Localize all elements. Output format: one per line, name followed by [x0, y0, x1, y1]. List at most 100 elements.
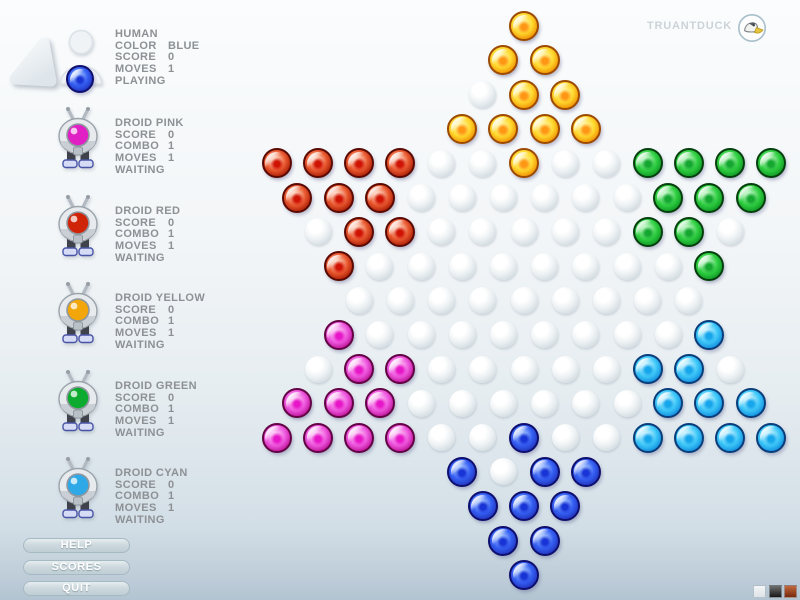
- board-hole[interactable]: [469, 81, 497, 109]
- board-hole[interactable]: [428, 149, 456, 177]
- board-hole[interactable]: [448, 389, 476, 417]
- marble-red[interactable]: [344, 148, 375, 179]
- board-hole[interactable]: [489, 184, 517, 211]
- marble-blue[interactable]: [529, 456, 560, 487]
- marble-pink[interactable]: [323, 388, 354, 419]
- marble-pink[interactable]: [385, 422, 416, 453]
- board-hole[interactable]: [469, 424, 497, 452]
- marble-cyan[interactable]: [735, 388, 766, 419]
- marble-pink[interactable]: [385, 354, 416, 384]
- marble-red[interactable]: [344, 216, 375, 247]
- board-hole[interactable]: [469, 149, 497, 177]
- board-hole[interactable]: [489, 389, 517, 417]
- marble-yellow[interactable]: [447, 113, 478, 144]
- marble-cyan[interactable]: [673, 354, 704, 384]
- board-hole[interactable]: [510, 286, 538, 314]
- board-hole[interactable]: [531, 389, 559, 417]
- marble-blue[interactable]: [509, 559, 539, 590]
- board-hole[interactable]: [469, 355, 497, 383]
- board-hole[interactable]: [407, 184, 435, 211]
- board-hole[interactable]: [345, 286, 373, 314]
- back-arrow-button[interactable]: [5, 33, 65, 91]
- board-hole[interactable]: [304, 355, 332, 383]
- board-hole[interactable]: [469, 286, 497, 314]
- marble-blue[interactable]: [570, 456, 601, 487]
- board-hole[interactable]: [448, 184, 476, 211]
- marble-red[interactable]: [261, 148, 292, 179]
- board-hole[interactable]: [716, 355, 744, 383]
- marble-blue[interactable]: [509, 491, 539, 522]
- marble-green[interactable]: [653, 182, 684, 213]
- marble-green[interactable]: [715, 148, 745, 179]
- board-hole[interactable]: [531, 321, 559, 349]
- board-hole[interactable]: [407, 321, 435, 349]
- marble-cyan[interactable]: [653, 388, 684, 419]
- board-hole[interactable]: [716, 218, 744, 246]
- board-hole[interactable]: [448, 321, 476, 349]
- board-hole[interactable]: [592, 424, 620, 452]
- marble-green[interactable]: [756, 148, 787, 179]
- marble-yellow[interactable]: [488, 45, 519, 76]
- board-hole[interactable]: [592, 218, 620, 246]
- board-hole[interactable]: [572, 389, 600, 417]
- marble-pink[interactable]: [364, 388, 395, 419]
- marble-pink[interactable]: [344, 354, 375, 384]
- board-hole[interactable]: [613, 389, 641, 417]
- marble-cyan[interactable]: [673, 422, 704, 453]
- marble-green[interactable]: [673, 216, 704, 247]
- board-hole[interactable]: [551, 218, 579, 246]
- board-hole[interactable]: [407, 252, 435, 280]
- board-hole[interactable]: [654, 252, 682, 280]
- marble-green[interactable]: [632, 148, 663, 179]
- board-hole[interactable]: [613, 252, 641, 280]
- marble-yellow[interactable]: [509, 79, 539, 110]
- marble-cyan[interactable]: [756, 422, 787, 453]
- marble-yellow[interactable]: [529, 113, 560, 144]
- marble-yellow[interactable]: [550, 79, 581, 110]
- marble-blue[interactable]: [529, 525, 560, 556]
- marble-pink[interactable]: [282, 388, 313, 419]
- board-hole[interactable]: [428, 218, 456, 246]
- board-hole[interactable]: [366, 252, 394, 280]
- board-hole[interactable]: [489, 252, 517, 280]
- marble-green[interactable]: [673, 148, 704, 179]
- marble-green[interactable]: [735, 182, 766, 213]
- board-hole[interactable]: [592, 149, 620, 177]
- marble-red[interactable]: [303, 148, 333, 179]
- board-hole[interactable]: [675, 286, 703, 314]
- marble-pink[interactable]: [344, 422, 375, 453]
- board-hole[interactable]: [304, 218, 332, 246]
- board-hole[interactable]: [551, 424, 579, 452]
- board-hole[interactable]: [654, 321, 682, 349]
- marble-yellow[interactable]: [509, 148, 539, 179]
- scores-button[interactable]: SCORES: [23, 559, 130, 575]
- board-hole[interactable]: [469, 218, 497, 246]
- swatch-rust[interactable]: [784, 585, 797, 598]
- board-hole[interactable]: [572, 184, 600, 211]
- marble-red[interactable]: [385, 148, 416, 179]
- swatch-dark[interactable]: [769, 585, 782, 598]
- marble-blue[interactable]: [550, 491, 581, 522]
- marble-cyan[interactable]: [632, 422, 663, 453]
- swatch-light[interactable]: [753, 585, 766, 598]
- board-hole[interactable]: [551, 286, 579, 314]
- board-hole[interactable]: [592, 286, 620, 314]
- board-hole[interactable]: [572, 321, 600, 349]
- marble-blue[interactable]: [488, 525, 519, 556]
- board-hole[interactable]: [551, 355, 579, 383]
- board-hole[interactable]: [448, 252, 476, 280]
- marble-cyan[interactable]: [694, 388, 725, 419]
- help-button[interactable]: HELP: [23, 538, 130, 553]
- marble-cyan[interactable]: [694, 319, 725, 350]
- marble-red[interactable]: [282, 182, 313, 213]
- board-hole[interactable]: [551, 149, 579, 177]
- marble-cyan[interactable]: [632, 354, 663, 384]
- marble-cyan[interactable]: [715, 422, 745, 453]
- board-hole[interactable]: [613, 321, 641, 349]
- marble-red[interactable]: [385, 216, 416, 247]
- board-hole[interactable]: [489, 321, 517, 349]
- marble-pink[interactable]: [261, 422, 292, 453]
- board-hole[interactable]: [531, 184, 559, 211]
- marble-yellow[interactable]: [529, 45, 560, 76]
- board-hole[interactable]: [428, 355, 456, 383]
